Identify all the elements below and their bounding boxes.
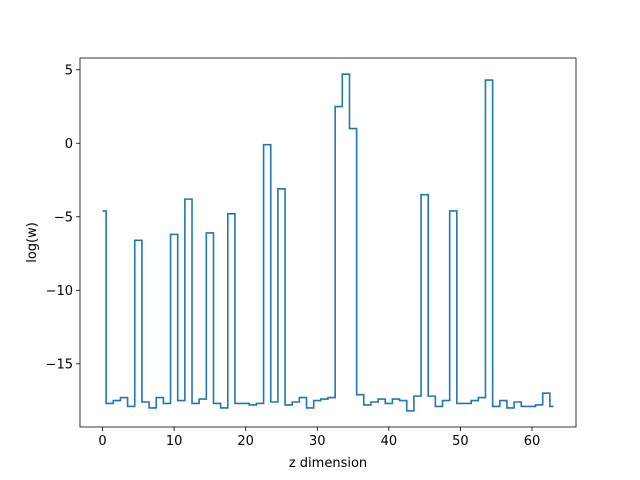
y-tick-label: −10 bbox=[46, 284, 73, 299]
y-tick-label: −5 bbox=[54, 210, 73, 225]
series-layer bbox=[102, 73, 554, 412]
x-tick-label: 40 bbox=[381, 434, 398, 449]
x-tick-label: 10 bbox=[166, 434, 183, 449]
y-axis-ticks: 5 0 −5 −10 −15 bbox=[46, 63, 80, 372]
y-tick-label: −15 bbox=[46, 357, 73, 372]
x-tick-label: 0 bbox=[98, 434, 106, 449]
series-line-0 bbox=[102, 73, 554, 412]
x-tick-label: 30 bbox=[309, 434, 326, 449]
x-tick-label: 60 bbox=[524, 434, 541, 449]
plot-frame bbox=[79, 57, 577, 428]
y-tick-label: 0 bbox=[65, 137, 73, 152]
x-tick-label: 20 bbox=[237, 434, 254, 449]
y-axis-label: log(w) bbox=[25, 222, 40, 263]
x-axis-ticks: 0 10 20 30 40 50 60 bbox=[98, 427, 540, 449]
x-axis-label: z dimension bbox=[289, 456, 367, 471]
y-tick-label: 5 bbox=[65, 63, 73, 78]
plot-area bbox=[80, 58, 576, 427]
x-tick-label: 50 bbox=[452, 434, 469, 449]
